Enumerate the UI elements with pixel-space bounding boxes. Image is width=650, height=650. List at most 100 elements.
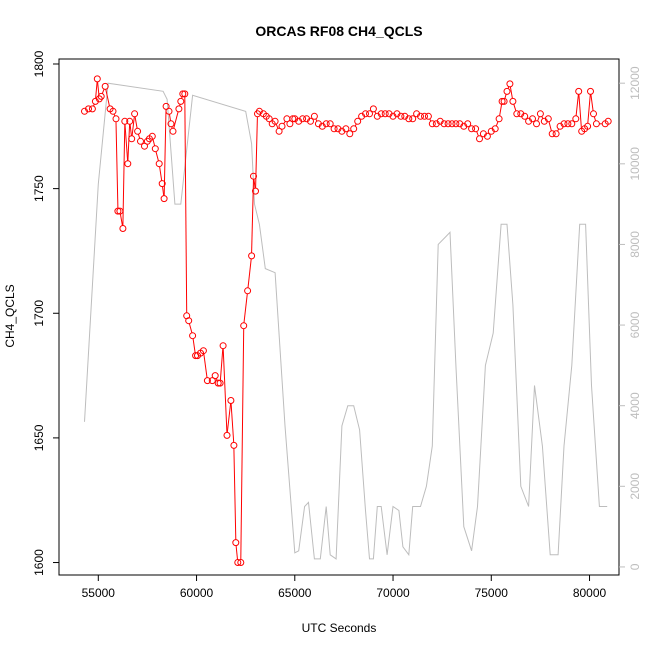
ch4-point — [587, 87, 594, 95]
ch4-segment — [131, 116, 135, 136]
ch4-point — [97, 92, 105, 100]
ch4-point — [109, 107, 117, 115]
y2-tick-label: 0 — [628, 563, 642, 570]
x-tick-label: 75000 — [475, 586, 509, 600]
x-axis-label: UTC Seconds — [302, 621, 377, 635]
ch4-point — [468, 125, 476, 133]
ch4-segment — [169, 114, 171, 121]
ch4-point — [211, 372, 219, 380]
ch4-point — [521, 112, 529, 120]
ch4-point — [114, 207, 122, 215]
ch4-point — [491, 125, 499, 133]
ch4-point — [244, 287, 252, 295]
ch4-point — [326, 120, 334, 128]
ch4-point — [452, 120, 460, 128]
ch4-point — [167, 120, 175, 128]
ch4-point — [134, 127, 142, 135]
ch4-point — [252, 187, 259, 195]
ch4-point — [503, 87, 511, 95]
ch4-segment — [251, 179, 254, 253]
ch4-point — [237, 559, 245, 566]
ch4-segment — [235, 545, 238, 560]
ch4-point — [362, 110, 369, 118]
ch4-segment — [192, 338, 196, 353]
ch4-segment — [124, 124, 129, 161]
ch4-point — [366, 110, 373, 118]
ch4-point — [158, 180, 166, 188]
ch4-point — [472, 125, 480, 133]
ch4-point — [448, 120, 456, 128]
ch4-point — [342, 125, 350, 133]
y-tick-label: 1650 — [32, 424, 46, 451]
ch4-point — [286, 120, 294, 128]
x-tick-label: 60000 — [180, 586, 214, 600]
ch4-segment — [152, 139, 156, 146]
ch4-point — [440, 120, 448, 128]
y2-tick-label: 8000 — [628, 231, 642, 258]
ch4-point — [536, 110, 544, 118]
ch4-segment — [513, 104, 517, 112]
ch4-segment — [509, 86, 513, 99]
ch4-point — [93, 75, 101, 83]
ch4-segment — [578, 94, 582, 129]
ch4-segment — [537, 116, 540, 122]
chart-title: ORCAS RF08 CH4_QCLS — [255, 23, 422, 39]
ch4-point — [181, 90, 189, 98]
ch4-segment — [504, 94, 507, 99]
ch4-segment — [162, 186, 165, 196]
ch4-segment — [593, 116, 597, 122]
ch4-segment — [119, 213, 123, 226]
ch4-point — [116, 207, 124, 215]
y2-tick-label: 10000 — [628, 147, 642, 181]
ch4-segment — [115, 121, 119, 209]
ch4-point — [177, 97, 185, 105]
ch4-series-points — [81, 75, 612, 566]
ch4-point — [230, 441, 238, 449]
ch4-point — [369, 105, 377, 113]
ch4-point — [85, 105, 92, 113]
ch4-point — [444, 120, 452, 128]
ch4-segment — [101, 89, 105, 94]
ch4-point — [271, 117, 279, 125]
ch4-point — [208, 377, 216, 385]
axes-layer: 55000 60000 65000 70000 75000 800001600165017… — [32, 50, 642, 600]
ch4-segment — [247, 258, 252, 288]
ch4-point — [169, 127, 177, 135]
ch4-point — [88, 105, 96, 113]
ch4-segment — [495, 121, 499, 127]
ch4-segment — [219, 348, 224, 381]
y2-tick-label: 4000 — [628, 392, 642, 419]
ch4-point — [405, 115, 413, 123]
ch4-point — [322, 120, 330, 128]
ch4-point — [604, 117, 612, 125]
ch4-point — [165, 107, 173, 115]
ch4-point — [590, 110, 597, 118]
series-layer — [81, 75, 612, 566]
ch4-point — [307, 117, 314, 125]
ch4-point — [175, 105, 183, 113]
ch4-point — [121, 117, 129, 125]
ch4-point — [219, 342, 227, 350]
x-tick-label: 55000 — [82, 586, 116, 600]
ch4-segment — [97, 81, 100, 96]
ch4-point — [330, 125, 338, 133]
ch4-point — [564, 120, 572, 128]
ch4-point — [214, 379, 222, 387]
ch4-point — [234, 559, 242, 566]
ch4-point — [189, 332, 197, 340]
ch4-point — [278, 122, 286, 130]
ch4-point — [232, 539, 240, 547]
ch4-segment — [134, 116, 138, 129]
ch4-point — [509, 97, 517, 105]
ch4-point — [500, 97, 508, 105]
x-tick-label: 80000 — [573, 586, 607, 600]
ch4-point — [216, 379, 224, 387]
y-axis-label: CH4_QCLS — [3, 284, 17, 347]
ch4-segment — [275, 123, 279, 129]
ch4-point — [112, 115, 120, 123]
ch4-point — [299, 115, 307, 123]
ch4-segment — [230, 403, 235, 443]
ch4-point — [572, 115, 580, 123]
ch4-point — [289, 115, 297, 123]
